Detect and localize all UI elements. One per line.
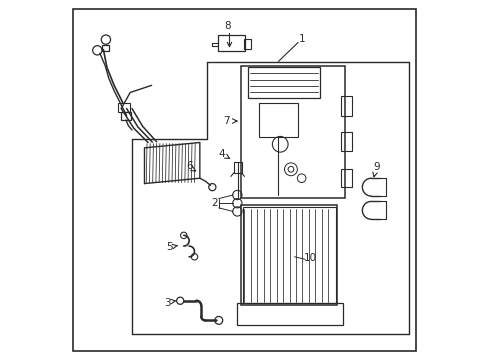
Text: 1: 1	[298, 34, 305, 44]
Text: 2: 2	[211, 198, 218, 208]
Text: 3: 3	[163, 297, 170, 307]
Bar	[121, 112, 131, 120]
Bar	[237, 303, 342, 325]
Bar	[340, 96, 351, 116]
Bar	[340, 132, 351, 152]
Bar	[233, 162, 241, 173]
Text: 10: 10	[304, 253, 317, 263]
Bar	[258, 103, 298, 137]
Text: 7: 7	[223, 116, 229, 126]
Bar	[247, 67, 319, 98]
Text: 9: 9	[373, 162, 379, 172]
Bar	[241, 205, 337, 305]
Bar	[242, 207, 335, 303]
Bar	[217, 35, 244, 51]
Bar	[340, 169, 351, 187]
Bar	[102, 45, 109, 51]
Text: 5: 5	[166, 242, 172, 252]
Bar	[244, 39, 250, 49]
Text: 4: 4	[218, 149, 224, 159]
Bar	[241, 66, 344, 198]
Text: 6: 6	[185, 161, 192, 171]
Bar	[118, 103, 130, 112]
Text: 8: 8	[224, 21, 230, 31]
